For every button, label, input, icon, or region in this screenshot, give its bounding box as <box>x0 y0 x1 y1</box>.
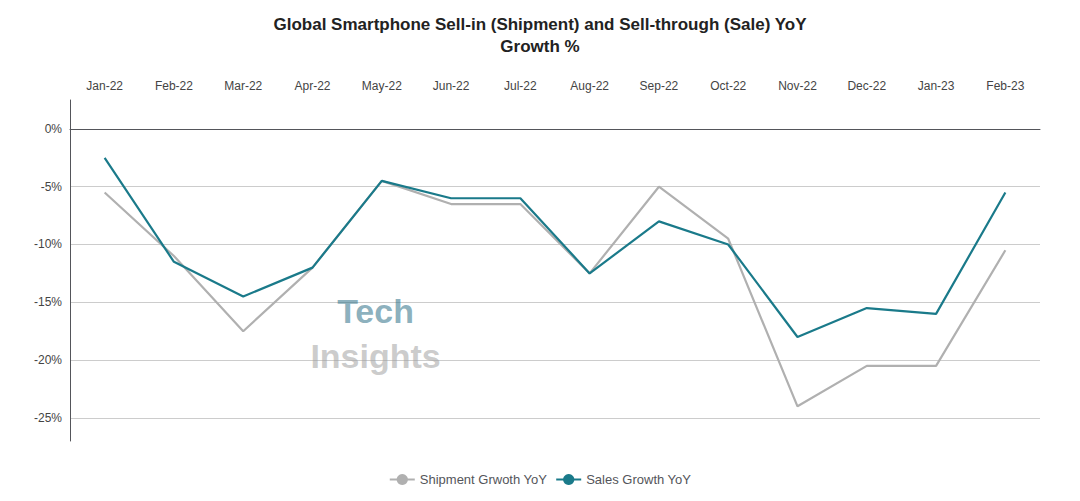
svg-text:0%: 0% <box>45 122 63 136</box>
svg-text:Sales Growth YoY: Sales Growth YoY <box>586 472 691 487</box>
svg-text:Feb-23: Feb-23 <box>986 79 1024 93</box>
svg-text:Dec-22: Dec-22 <box>847 79 886 93</box>
svg-text:Nov-22: Nov-22 <box>778 79 817 93</box>
svg-text:Jul-22: Jul-22 <box>504 79 537 93</box>
svg-text:Sep-22: Sep-22 <box>640 79 679 93</box>
svg-text:-20%: -20% <box>34 353 62 367</box>
svg-text:Mar-22: Mar-22 <box>224 79 262 93</box>
svg-text:Jun-22: Jun-22 <box>433 79 470 93</box>
svg-text:-15%: -15% <box>34 295 62 309</box>
svg-text:Oct-22: Oct-22 <box>710 79 746 93</box>
svg-text:Apr-22: Apr-22 <box>294 79 330 93</box>
svg-text:Jan-22: Jan-22 <box>86 79 123 93</box>
svg-text:Growth %: Growth % <box>500 37 579 56</box>
svg-text:-25%: -25% <box>34 411 62 425</box>
svg-text:Aug-22: Aug-22 <box>570 79 609 93</box>
svg-text:Jan-23: Jan-23 <box>918 79 955 93</box>
svg-text:-5%: -5% <box>41 180 63 194</box>
svg-text:Feb-22: Feb-22 <box>155 79 193 93</box>
svg-text:Shipment Grwoth YoY: Shipment Grwoth YoY <box>420 472 548 487</box>
svg-text:May-22: May-22 <box>362 79 402 93</box>
svg-text:Insights: Insights <box>310 337 440 375</box>
svg-text:Tech: Tech <box>337 292 414 330</box>
svg-text:-10%: -10% <box>34 237 62 251</box>
svg-text:Global Smartphone Sell-in (Shi: Global Smartphone Sell-in (Shipment) and… <box>273 15 807 34</box>
